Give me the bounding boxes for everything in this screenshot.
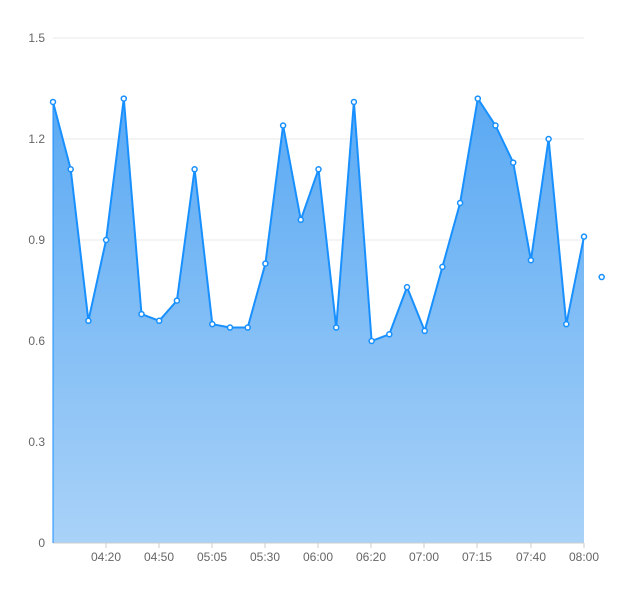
data-point — [120, 95, 128, 102]
data-point — [474, 95, 482, 102]
data-point — [563, 320, 570, 328]
data-point — [492, 122, 499, 129]
data-point — [173, 297, 181, 304]
data-point — [580, 233, 588, 240]
data-points — [49, 95, 605, 345]
data-point — [138, 310, 145, 318]
data-point — [350, 98, 358, 106]
x-tick-label: 05:05 — [197, 550, 227, 564]
x-axis-ticks: 04:20 04:50 05:05 05:30 06:00 06:20 07:00 07:15… — [91, 543, 599, 564]
x-tick-label: 06:00 — [303, 550, 333, 564]
data-point — [191, 166, 198, 173]
x-tick-label: 06:20 — [356, 550, 386, 564]
x-tick-label: 07:00 — [409, 550, 439, 564]
data-point — [49, 98, 57, 106]
area-fill — [53, 98, 584, 543]
x-tick-label: 04:50 — [144, 550, 174, 564]
data-point — [226, 324, 234, 331]
data-point — [332, 324, 340, 331]
data-point — [67, 166, 74, 173]
data-point — [368, 337, 375, 345]
x-tick-label: 07:15 — [462, 550, 492, 564]
data-point — [439, 263, 446, 271]
y-axis: 0 0.3 0.6 0.9 1.2 1.5 — [28, 31, 45, 550]
data-point — [279, 122, 287, 129]
data-point — [421, 327, 428, 335]
data-point — [244, 324, 251, 331]
data-point — [509, 159, 517, 166]
x-tick-label: 07:40 — [516, 550, 546, 564]
data-point — [315, 166, 322, 173]
data-point — [262, 260, 269, 267]
area-path — [53, 98, 584, 543]
y-tick-label: 1.2 — [28, 132, 45, 146]
x-tick-label: 08:00 — [569, 550, 599, 564]
data-point — [155, 317, 163, 325]
x-tick-label: 04:20 — [91, 550, 121, 564]
data-point — [456, 199, 464, 207]
data-point — [598, 273, 605, 281]
y-tick-label: 0 — [38, 536, 45, 550]
x-tick-label: 05:30 — [250, 550, 280, 564]
y-tick-label: 0.6 — [28, 334, 45, 348]
data-point — [297, 216, 305, 224]
y-tick-label: 1.5 — [28, 31, 45, 45]
data-point — [403, 283, 411, 291]
y-tick-label: 0.9 — [28, 233, 45, 247]
y-tick-label: 0.3 — [28, 435, 45, 449]
data-point — [102, 236, 110, 244]
data-point — [209, 320, 216, 328]
data-point — [386, 331, 393, 338]
data-point — [527, 256, 535, 264]
data-point — [85, 317, 92, 325]
data-point — [545, 135, 552, 143]
